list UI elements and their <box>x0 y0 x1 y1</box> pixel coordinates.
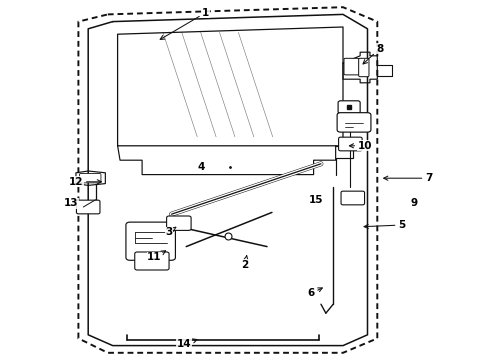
Text: 14: 14 <box>176 339 197 349</box>
FancyBboxPatch shape <box>339 137 362 151</box>
FancyBboxPatch shape <box>341 191 365 205</box>
FancyBboxPatch shape <box>126 222 175 260</box>
Text: 9: 9 <box>411 198 417 208</box>
FancyBboxPatch shape <box>338 101 360 113</box>
Text: 13: 13 <box>64 198 78 208</box>
Text: 10: 10 <box>349 141 372 151</box>
Text: 1: 1 <box>160 8 209 39</box>
Text: 8: 8 <box>363 44 383 64</box>
Text: 4: 4 <box>197 162 205 172</box>
FancyBboxPatch shape <box>79 174 101 183</box>
FancyBboxPatch shape <box>344 58 359 75</box>
Text: 11: 11 <box>147 251 166 262</box>
Text: 5: 5 <box>364 220 405 230</box>
FancyBboxPatch shape <box>359 58 369 77</box>
Text: 15: 15 <box>309 195 323 205</box>
Text: 12: 12 <box>69 177 101 187</box>
Text: 6: 6 <box>308 288 322 298</box>
Text: 2: 2 <box>242 256 248 270</box>
FancyBboxPatch shape <box>135 252 169 270</box>
FancyBboxPatch shape <box>167 216 191 230</box>
FancyBboxPatch shape <box>337 113 371 132</box>
Text: 7: 7 <box>384 173 433 183</box>
FancyBboxPatch shape <box>76 200 100 214</box>
Text: 3: 3 <box>166 227 176 237</box>
